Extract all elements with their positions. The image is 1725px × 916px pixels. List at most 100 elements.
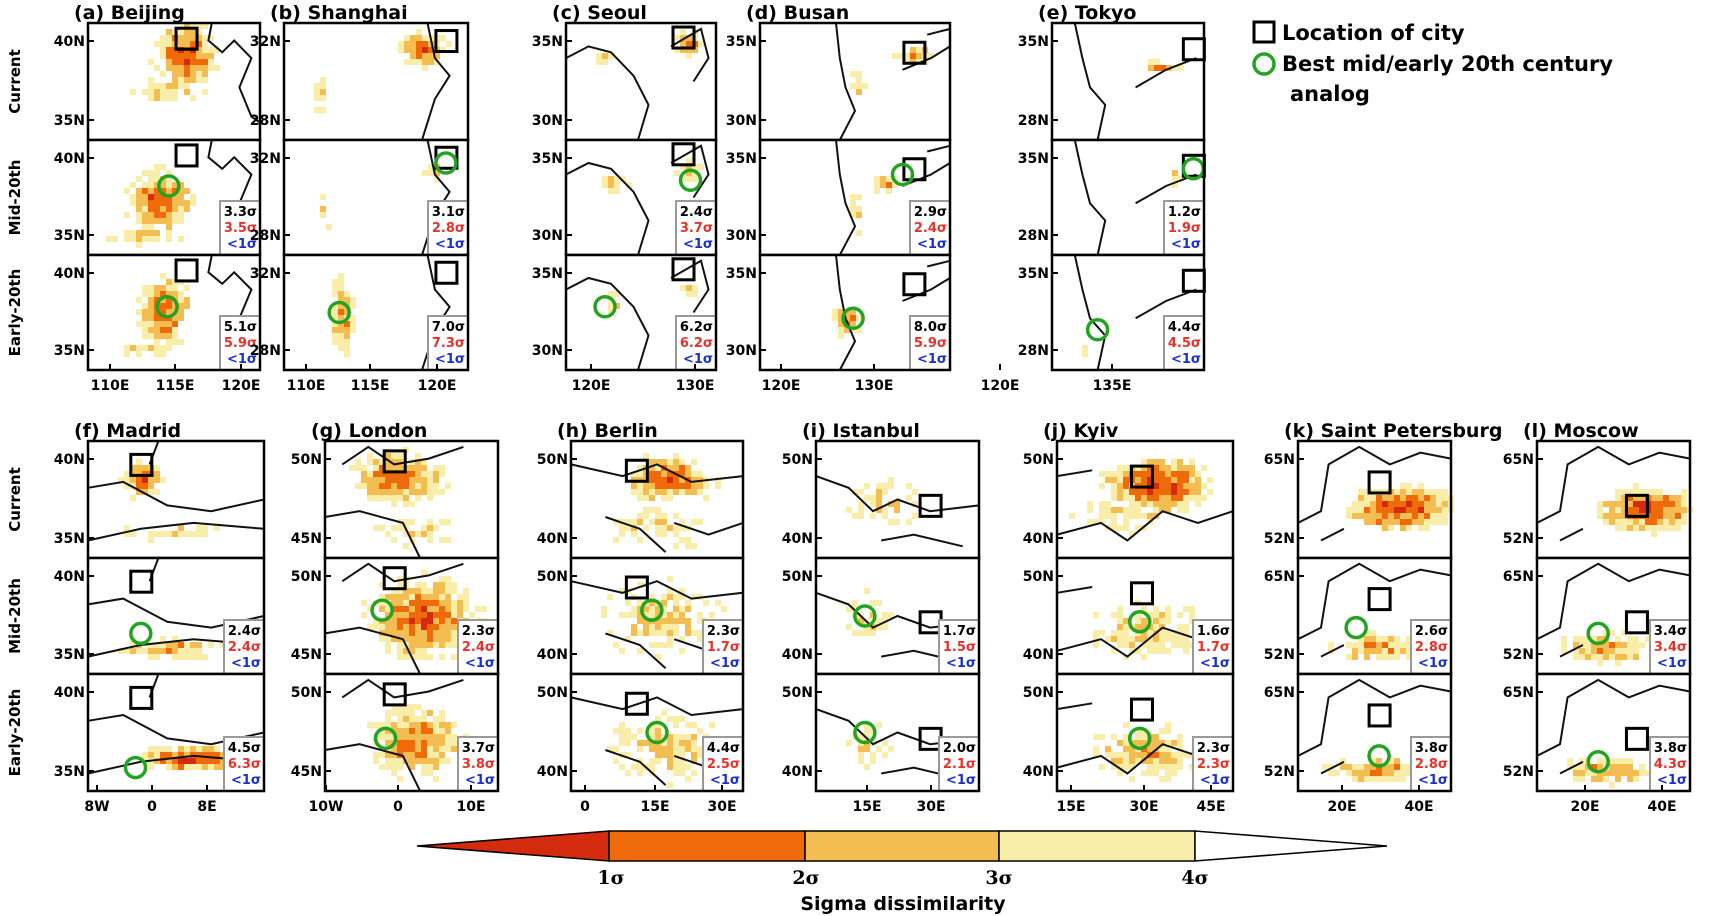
- heat-cell: [631, 734, 637, 740]
- heat-cell: [172, 291, 178, 297]
- heat-cell: [1165, 776, 1171, 782]
- heat-cell: [439, 654, 445, 660]
- subpanel-c-1: 2.4σ3.7σ<1σ: [564, 138, 718, 257]
- heat-cell: [691, 630, 697, 636]
- x-tick-label: 0: [580, 799, 590, 815]
- heat-cell: [1165, 770, 1171, 776]
- stat-mid-or-early: 4.4σ: [1168, 320, 1201, 335]
- heat-cell: [870, 600, 876, 606]
- stat-analog: 4.3σ: [1654, 757, 1687, 772]
- x-tick-label: 115E: [351, 378, 390, 394]
- heat-cell: [178, 303, 184, 309]
- heat-cell: [142, 345, 148, 351]
- heat-cell: [1099, 630, 1105, 636]
- heat-cell: [912, 489, 918, 495]
- heat-cell: [172, 218, 178, 224]
- heat-cell: [160, 315, 166, 321]
- heat-cell: [864, 728, 870, 734]
- heat-cell: [1082, 345, 1088, 351]
- heat-cell: [1585, 642, 1591, 648]
- y-tick-label: 50N: [782, 569, 813, 585]
- heat-cell: [1394, 501, 1400, 507]
- heat-cell: [136, 477, 142, 483]
- heat-cell: [397, 624, 403, 630]
- heat-cell: [160, 351, 166, 357]
- stat-best: <1σ: [1418, 773, 1448, 788]
- heat-cell: [1603, 648, 1609, 654]
- heat-cell: [1135, 624, 1141, 630]
- heat-cell: [409, 636, 415, 642]
- heat-cell: [1099, 764, 1105, 770]
- heat-cell: [428, 170, 434, 176]
- y-tick-label: 52N: [1503, 764, 1534, 780]
- heat-cell: [1621, 648, 1627, 654]
- map-frame: [1050, 253, 1206, 372]
- heat-cell: [1388, 654, 1394, 660]
- subpanel-h-2: 4.4σ2.5σ<1σ: [569, 672, 745, 793]
- x-tick-label: 8E: [197, 799, 216, 815]
- heat-cell: [870, 612, 876, 618]
- heat-cell: [850, 206, 856, 212]
- heat-cell: [1663, 525, 1669, 531]
- heat-cell: [166, 648, 172, 654]
- heat-cell: [631, 764, 637, 770]
- heat-cell: [614, 182, 620, 188]
- heat-cell: [1129, 495, 1135, 501]
- city-box-icon: [1129, 581, 1154, 606]
- heat-cell: [344, 297, 350, 303]
- heat-cell: [1364, 642, 1370, 648]
- heat-cell: [403, 728, 409, 734]
- heat-cell: [697, 746, 703, 752]
- coastline: [570, 580, 744, 600]
- heat-cell: [1609, 642, 1615, 648]
- heat-cell: [1147, 459, 1153, 465]
- heat-cell: [338, 303, 344, 309]
- heat-cell: [1117, 507, 1123, 513]
- heat-cell: [619, 764, 625, 770]
- heat-cell: [421, 525, 427, 531]
- heat-cell: [679, 519, 685, 525]
- heat-cell: [1117, 764, 1123, 770]
- heat-cell: [1148, 59, 1154, 65]
- heat-cell: [643, 624, 649, 630]
- heat-cell: [130, 194, 136, 200]
- heat-cell: [1153, 618, 1159, 624]
- heat-cell: [1346, 764, 1352, 770]
- heat-cell: [1153, 642, 1159, 648]
- heat-cell: [148, 477, 154, 483]
- subpanel-j-1: 1.6σ1.7σ<1σ: [1055, 556, 1235, 676]
- heat-cell: [655, 728, 661, 734]
- heat-cell: [154, 230, 160, 236]
- heat-cell: [608, 291, 614, 297]
- heat-cell: [422, 65, 428, 71]
- heat-cell: [344, 345, 350, 351]
- heat-cell: [1147, 770, 1153, 776]
- heat-cell: [154, 642, 160, 648]
- heat-cell: [1177, 758, 1183, 764]
- heat-cell: [427, 654, 433, 660]
- heat-cell: [428, 164, 434, 170]
- heat-cell: [439, 612, 445, 618]
- coastline: [1135, 57, 1197, 89]
- heat-cell: [451, 588, 457, 594]
- heat-cell: [1597, 660, 1603, 666]
- heat-cell: [142, 182, 148, 188]
- heat-cell: [184, 200, 190, 206]
- heat-cell: [1153, 752, 1159, 758]
- heat-cell: [1358, 776, 1364, 782]
- heat-cell: [160, 71, 166, 77]
- analog-circle-icon: [1586, 621, 1610, 646]
- heat-cell: [1123, 477, 1129, 483]
- heat-cell: [172, 206, 178, 212]
- y-tick-label: 35N: [54, 228, 85, 244]
- heat-cell: [415, 728, 421, 734]
- heat-cell: [1159, 612, 1165, 618]
- city-box-icon: [1624, 726, 1649, 751]
- heat-cell: [136, 309, 142, 315]
- heat-cell: [1195, 477, 1201, 483]
- heat-cell: [409, 606, 415, 612]
- heat-cell: [379, 636, 385, 642]
- heat-cell: [697, 471, 703, 477]
- stat-mid-or-early: 3.3σ: [224, 205, 257, 220]
- heat-cell: [614, 291, 620, 297]
